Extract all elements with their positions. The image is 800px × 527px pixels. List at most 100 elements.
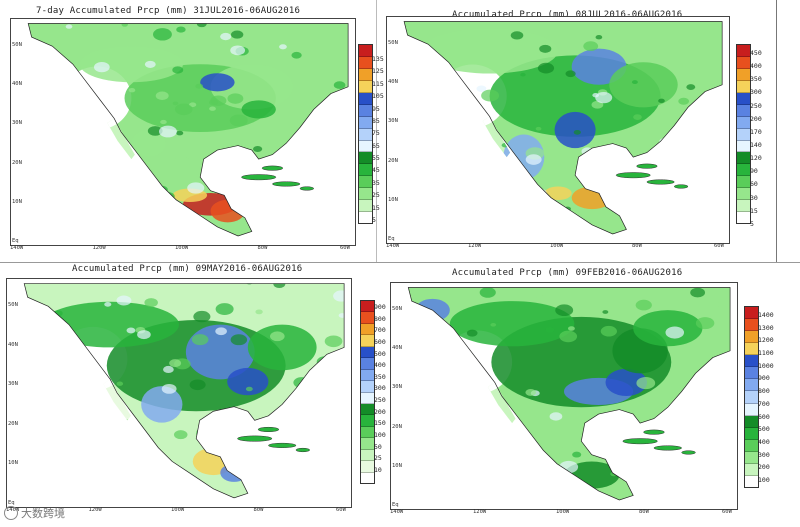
precip-speckle	[701, 443, 708, 448]
precip-speckle	[235, 467, 244, 473]
precip-speckle	[684, 206, 696, 214]
legend-value: 10	[374, 465, 382, 474]
precip-speckle	[63, 215, 76, 224]
latitude-label: 10N	[12, 198, 22, 205]
precip-region	[633, 310, 703, 347]
precip-speckle	[163, 365, 174, 374]
precip-speckle	[62, 23, 81, 36]
latitude-label: 30N	[12, 120, 22, 127]
precip-speckle	[600, 325, 617, 337]
caribbean-island	[654, 446, 682, 451]
precip-speckle	[87, 194, 100, 203]
precip-speckle	[466, 329, 478, 337]
legend-value: 700	[374, 326, 386, 335]
precip-map	[7, 279, 351, 507]
precip-speckle	[595, 92, 613, 104]
longitude-label: 60W	[336, 507, 346, 513]
latitude-label: Eq	[388, 236, 395, 242]
precip-speckle	[542, 467, 558, 477]
color-legend-bar	[736, 44, 751, 224]
panel-divider-vertical	[376, 0, 377, 262]
legend-value: 250	[374, 396, 386, 405]
legend-value: 350	[374, 372, 386, 381]
latitude-label: 50N	[8, 302, 18, 308]
precip-speckle	[710, 137, 721, 145]
legend-labels: 450 400 350 300 250 200 170 140 120 90 60 30 15 5	[750, 50, 772, 228]
latitude-label: 40N	[8, 341, 18, 348]
legend-value: 200	[374, 407, 386, 416]
legend-value: 1300	[758, 323, 774, 332]
legend-swatch	[737, 212, 750, 224]
legend-swatch	[361, 472, 374, 483]
caribbean-island	[241, 174, 275, 179]
legend-value: 200	[758, 463, 770, 472]
coastline	[24, 284, 344, 498]
legend-value: 90	[750, 167, 758, 176]
precip-speckle	[435, 396, 449, 406]
legend-value: 300	[374, 384, 386, 393]
legend-value: 120	[750, 154, 762, 163]
precip-speckle	[233, 279, 241, 282]
precip-speckle	[324, 335, 343, 348]
precip-speckle	[126, 327, 136, 334]
precip-speckle	[28, 88, 38, 95]
precip-speckle	[550, 427, 561, 434]
panel-title: Accumulated Prcp (mm) 08JUL2016-06AUG201…	[452, 10, 683, 20]
legend-swatch	[737, 164, 750, 177]
precip-speckle	[572, 451, 582, 458]
legend-swatch	[737, 176, 750, 189]
precip-speckle	[227, 93, 244, 104]
longitude-label: 60W	[340, 245, 350, 251]
latitude-label: 10N	[392, 462, 402, 469]
precip-speckle	[315, 132, 322, 137]
precip-region	[141, 386, 183, 423]
legend-swatch	[359, 200, 372, 213]
precip-speckle	[173, 430, 188, 440]
caribbean-island	[616, 172, 650, 177]
legend-swatch	[737, 56, 750, 69]
legend-swatch	[359, 56, 372, 69]
latitude-label: Eq	[8, 500, 15, 506]
legend-value: 95	[372, 104, 380, 113]
legend-swatch	[745, 379, 758, 392]
legend-value: 15	[372, 203, 380, 212]
legend-value: 5	[750, 219, 754, 228]
precip-speckle	[426, 159, 440, 169]
precip-speckle	[636, 376, 656, 390]
legend-swatch	[359, 116, 372, 129]
precip-speckle	[137, 330, 151, 340]
precip-speckle	[270, 331, 285, 342]
precip-speckle	[253, 145, 263, 153]
legend-swatch	[359, 104, 372, 117]
precip-speckle	[404, 65, 413, 74]
precip-speckle	[89, 375, 96, 381]
precip-region	[131, 129, 166, 157]
precip-speckle	[537, 62, 555, 74]
legend-swatch	[359, 68, 372, 81]
precip-speckle	[525, 154, 542, 165]
legend-value: 450	[750, 49, 762, 57]
precip-speckle	[147, 126, 163, 136]
legend-value: 900	[758, 374, 770, 383]
legend-swatch	[737, 80, 750, 93]
precip-speckle	[51, 60, 64, 69]
precip-speckle	[93, 61, 110, 73]
precip-speckle	[692, 404, 700, 410]
legend-value: 5	[372, 215, 376, 224]
legend-value: 400	[750, 62, 762, 71]
precip-speckle	[387, 211, 395, 220]
precip-speckle	[256, 468, 263, 473]
precip-speckle	[567, 326, 575, 331]
precip-speckle	[99, 211, 106, 216]
precip-speckle	[676, 458, 694, 470]
precip-speckle	[195, 83, 203, 89]
precip-speckle	[721, 352, 731, 363]
map-area	[390, 282, 738, 510]
caribbean-island	[237, 436, 271, 441]
legend-value: 900	[374, 303, 386, 311]
precip-speckle	[411, 325, 420, 331]
precip-speckle	[464, 207, 474, 213]
precip-speckle	[172, 101, 179, 106]
precip-region	[220, 463, 248, 482]
latitude-label: 20N	[8, 420, 18, 427]
